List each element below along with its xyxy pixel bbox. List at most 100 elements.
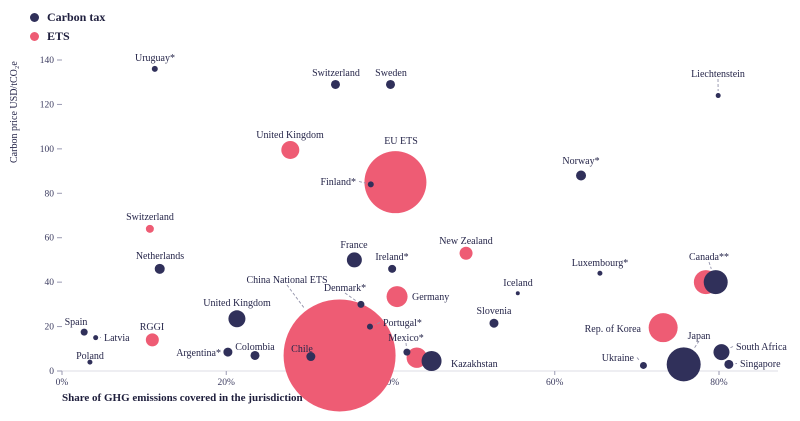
y-tick-label: 20 bbox=[45, 323, 55, 333]
bubble-switzerland bbox=[145, 224, 154, 233]
label-south-africa: South Africa bbox=[736, 342, 787, 353]
label-uruguay: Uruguay* bbox=[135, 53, 175, 64]
y-axis-title: Carbon price USD/tCO₂e bbox=[9, 61, 20, 164]
label-colombia: Colombia bbox=[235, 342, 275, 353]
label-mexico: Mexico* bbox=[388, 333, 424, 344]
leader-japan bbox=[693, 340, 700, 349]
label-switzerland: Switzerland bbox=[312, 68, 360, 79]
bubble-switzerland bbox=[330, 79, 340, 89]
label-iceland: Iceland bbox=[503, 278, 532, 289]
bubble-liechtenstein bbox=[715, 93, 721, 99]
label-rep-of-korea: Rep. of Korea bbox=[585, 324, 642, 335]
leader-china-national-ets bbox=[286, 284, 306, 310]
bubble-spain bbox=[80, 328, 88, 336]
bubble-poland bbox=[87, 359, 93, 365]
bubble-japan bbox=[666, 347, 701, 382]
carbon-tax-swatch-icon bbox=[30, 13, 39, 22]
bubble-united-kingdom bbox=[228, 310, 246, 328]
label-norway: Norway* bbox=[562, 156, 599, 167]
label-japan: Japan bbox=[688, 331, 711, 342]
x-axis-title: Share of GHG emissions covered in the ju… bbox=[62, 392, 303, 404]
bubble-norway bbox=[576, 170, 587, 181]
bubble-rggi bbox=[145, 333, 159, 347]
leader-canada bbox=[708, 261, 712, 270]
ets-swatch-icon bbox=[30, 32, 39, 41]
bubble-rep-of-korea bbox=[648, 313, 678, 343]
y-tick-label: 60 bbox=[45, 234, 55, 244]
legend-item-ets: ETS bbox=[30, 27, 105, 46]
label-china-national-ets: China National ETS bbox=[246, 275, 327, 286]
bubble-chile bbox=[306, 352, 316, 362]
label-switzerland: Switzerland bbox=[126, 212, 174, 223]
label-slovenia: Slovenia bbox=[477, 306, 513, 317]
y-tick-label: 0 bbox=[49, 367, 54, 377]
bubble-eu-ets bbox=[364, 151, 427, 214]
label-united-kingdom: United Kingdom bbox=[203, 298, 271, 309]
bubble-latvia bbox=[93, 335, 99, 341]
legend-label-ets: ETS bbox=[47, 29, 70, 43]
bubble-portugal bbox=[366, 323, 373, 330]
bubble-singapore bbox=[724, 359, 734, 369]
label-liechtenstein: Liechtenstein bbox=[691, 69, 745, 80]
bubble-iceland bbox=[515, 291, 520, 296]
label-netherlands: Netherlands bbox=[136, 251, 184, 262]
label-rggi: RGGI bbox=[140, 322, 164, 333]
x-tick-label: 40% bbox=[382, 378, 400, 388]
bubble-colombia bbox=[250, 350, 260, 360]
leader-portugal bbox=[374, 322, 381, 326]
label-spain: Spain bbox=[65, 317, 88, 328]
bubble-germany bbox=[386, 286, 408, 308]
y-tick-label: 80 bbox=[45, 189, 55, 199]
x-tick-label: 80% bbox=[710, 378, 728, 388]
leader-south-africa bbox=[730, 346, 734, 349]
y-tick-label: 100 bbox=[40, 145, 55, 155]
bubble-new-zealand bbox=[459, 246, 473, 260]
y-tick-label: 140 bbox=[40, 56, 55, 66]
bubble-ireland bbox=[388, 264, 397, 273]
y-tick-label: 40 bbox=[45, 278, 55, 288]
bubble-denmark bbox=[357, 300, 365, 308]
label-chile: Chile bbox=[291, 344, 313, 355]
x-tick-label: 60% bbox=[546, 378, 564, 388]
label-latvia: Latvia bbox=[104, 333, 130, 344]
label-denmark: Denmark* bbox=[324, 283, 366, 294]
bubble-france bbox=[346, 252, 362, 268]
label-luxembourg: Luxembourg* bbox=[572, 258, 628, 269]
label-new-zealand: New Zealand bbox=[439, 236, 493, 247]
bubble-mexico bbox=[403, 348, 411, 356]
label-kazakhstan: Kazakhstan bbox=[451, 359, 498, 370]
bubble-south-africa bbox=[713, 344, 730, 361]
label-poland: Poland bbox=[76, 351, 104, 362]
label-ireland: Ireland* bbox=[375, 252, 408, 263]
x-tick-label: 20% bbox=[218, 378, 236, 388]
leader-denmark bbox=[344, 292, 357, 302]
bubble-canada bbox=[703, 270, 728, 295]
label-eu-ets: EU ETS bbox=[384, 136, 418, 147]
bubble-argentina bbox=[223, 347, 233, 357]
label-germany: Germany bbox=[412, 292, 449, 303]
label-finland: Finland* bbox=[320, 177, 356, 188]
legend-item-carbon-tax: Carbon tax bbox=[30, 8, 105, 27]
y-tick-label: 120 bbox=[40, 100, 55, 110]
x-tick-label: 0% bbox=[56, 378, 69, 388]
label-sweden: Sweden bbox=[375, 68, 407, 79]
bubble-luxembourg bbox=[597, 270, 603, 276]
label-singapore: Singapore bbox=[740, 359, 781, 370]
leader-ukraine bbox=[636, 357, 641, 362]
label-argentina: Argentina* bbox=[176, 348, 221, 359]
bubble-slovenia bbox=[489, 318, 499, 328]
label-canada: Canada** bbox=[689, 252, 729, 263]
bubble-ukraine bbox=[639, 361, 647, 369]
label-united-kingdom: United Kingdom bbox=[256, 130, 324, 141]
chart-legend: Carbon tax ETS bbox=[30, 8, 105, 46]
label-france: France bbox=[340, 240, 368, 251]
label-ukraine: Ukraine bbox=[602, 353, 635, 364]
bubble-uruguay bbox=[151, 65, 158, 72]
label-portugal: Portugal* bbox=[383, 318, 422, 329]
bubble-kazakhstan bbox=[421, 351, 442, 372]
leader-finland bbox=[358, 181, 367, 184]
bubble-finland bbox=[367, 181, 374, 188]
bubble-netherlands bbox=[154, 263, 165, 274]
bubble-sweden bbox=[386, 79, 395, 89]
